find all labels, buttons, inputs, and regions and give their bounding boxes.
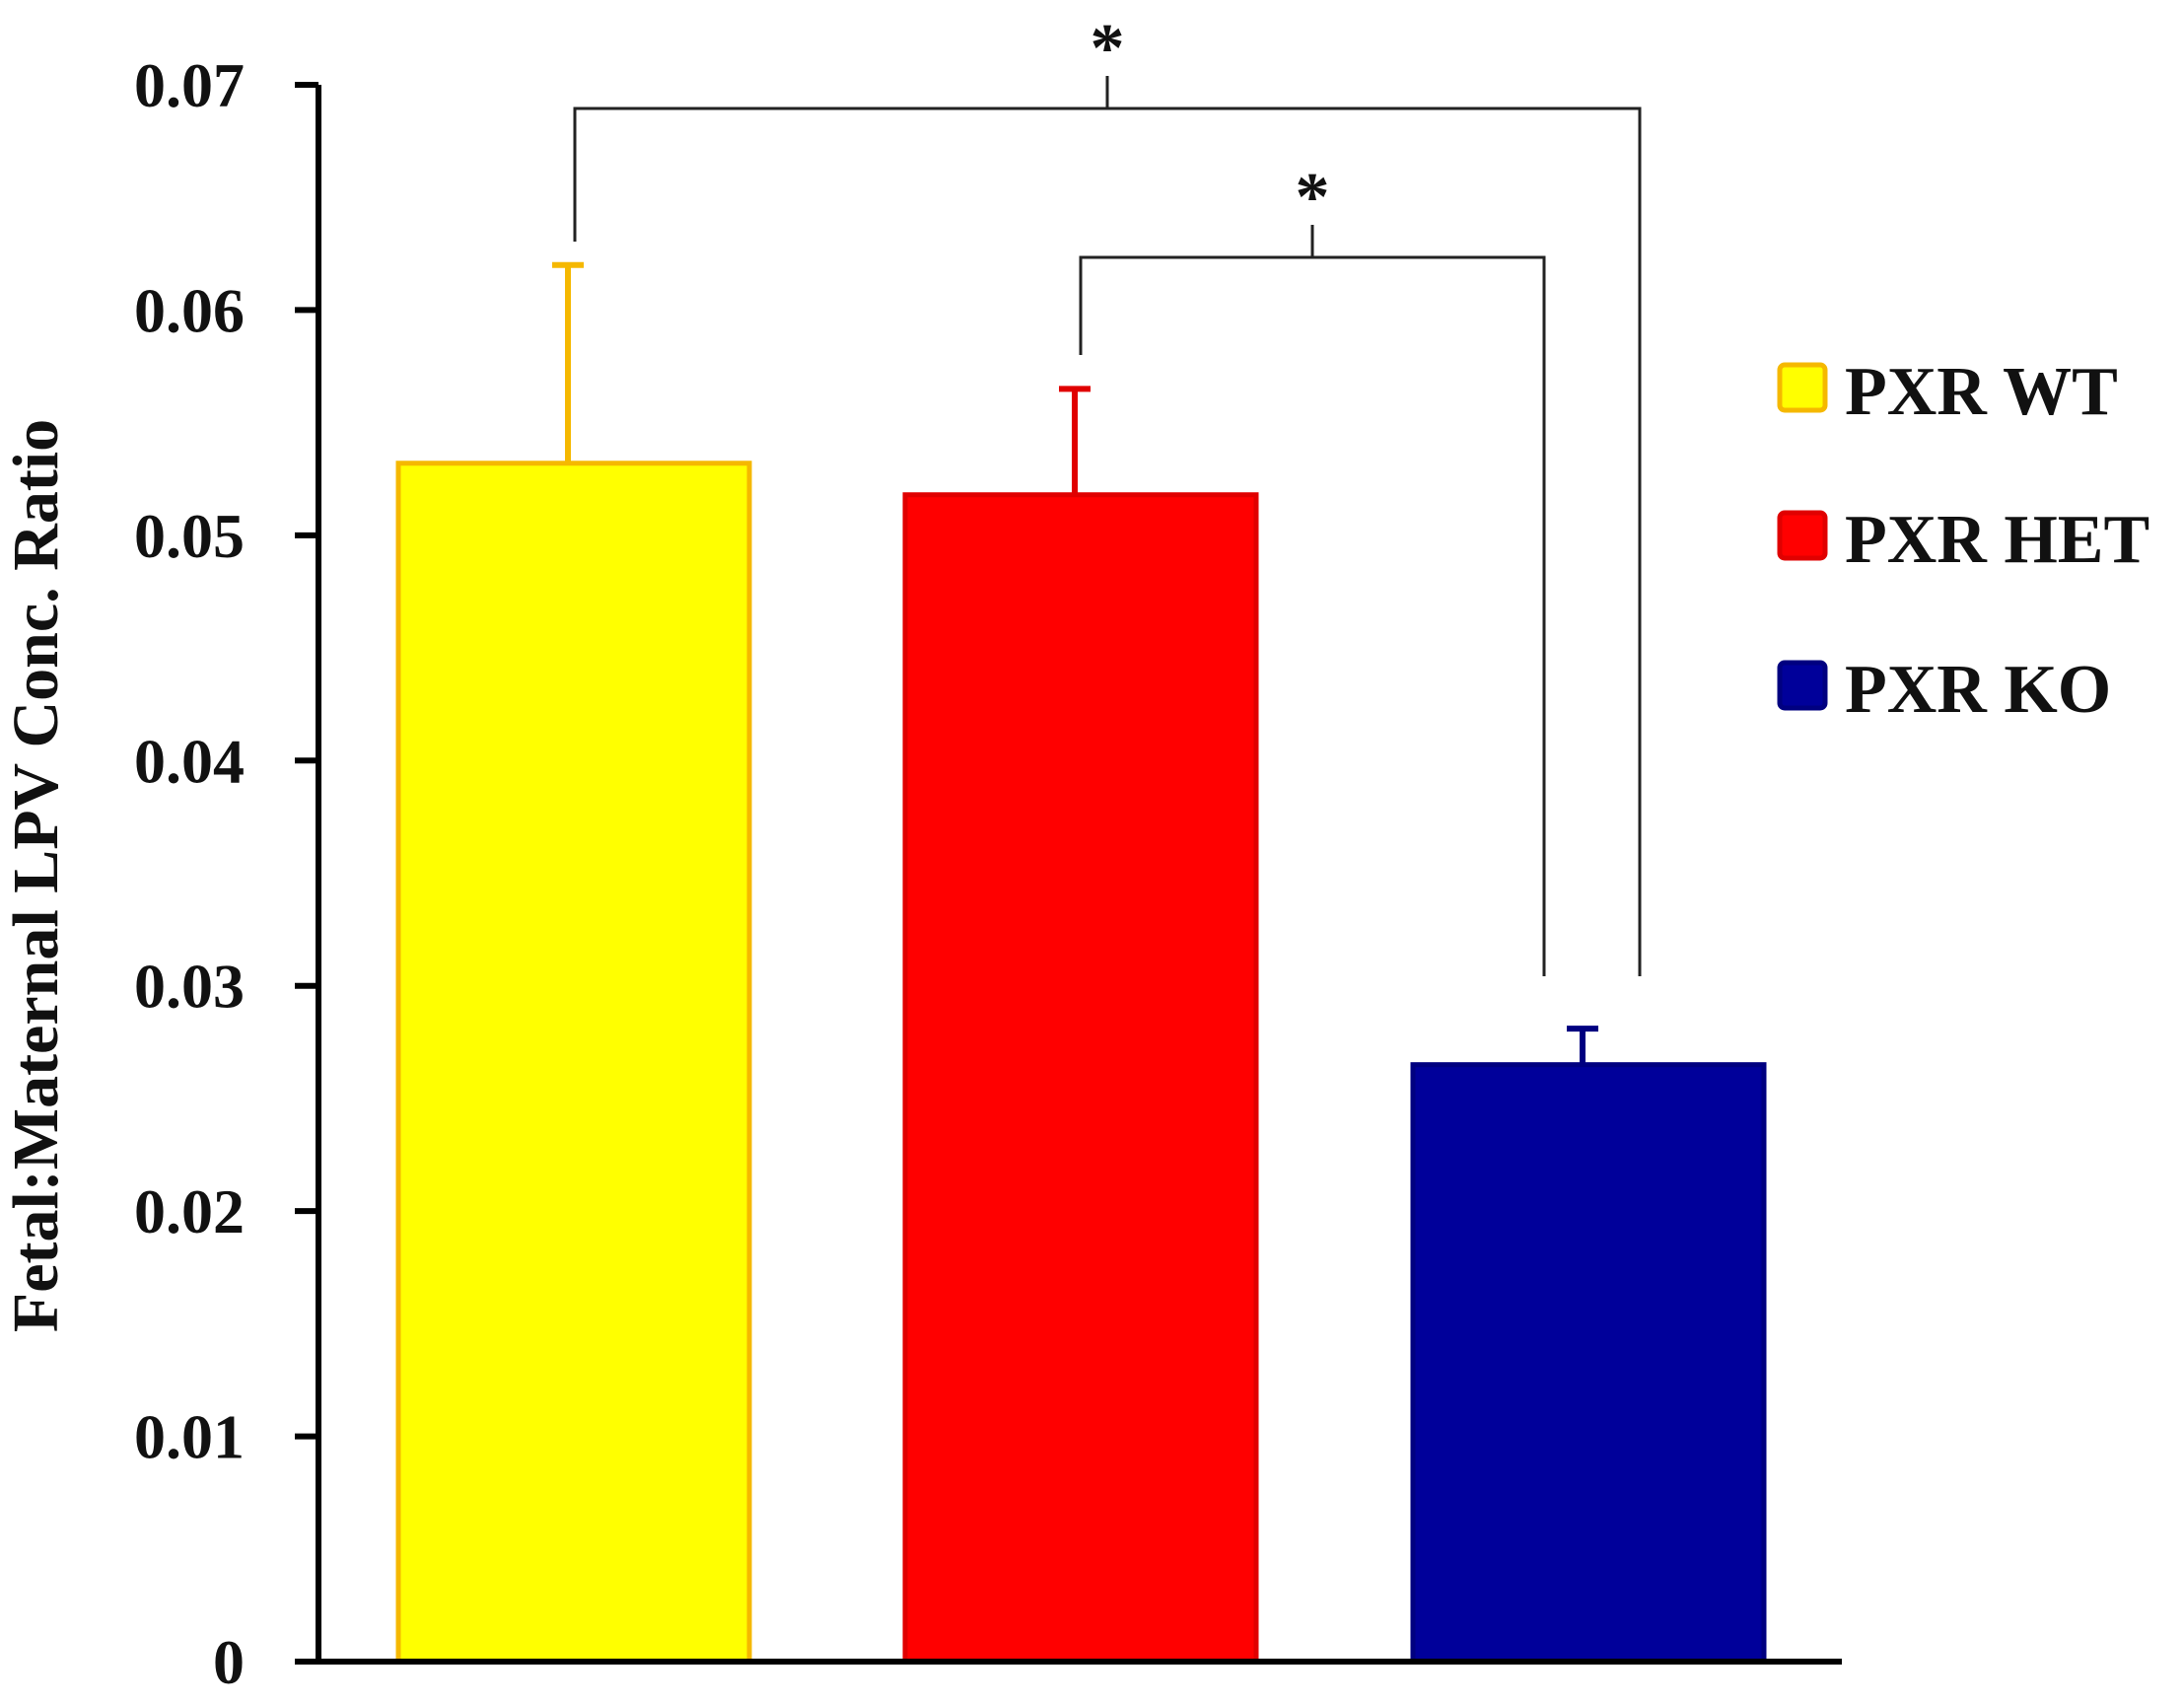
bars (395, 461, 1767, 1665)
y-tick-label: 0.05 (134, 501, 245, 571)
legend-label: PXR KO (1845, 652, 2111, 728)
error-bars (552, 261, 1598, 1065)
significance-star: * (1296, 160, 1330, 236)
significance-brackets: ** (573, 11, 1642, 976)
legend: PXR WT PXR HET PXR KO (1777, 354, 2149, 728)
legend-swatch (1777, 510, 1828, 561)
y-tick-label: 0.06 (134, 275, 245, 345)
legend-label: PXR HET (1845, 502, 2149, 578)
legend-swatch (1777, 660, 1828, 711)
bar-pxr-ko (1410, 1062, 1767, 1665)
y-tick-label: 0 (213, 1627, 245, 1697)
y-tick-label: 0.01 (134, 1402, 245, 1472)
y-tick-label: 0.03 (134, 952, 245, 1022)
significance-star: * (1091, 11, 1125, 87)
legend-swatch (1777, 362, 1828, 413)
y-axis-title: Fetal:Maternal LPV Conc. Ratio (0, 419, 72, 1332)
y-tick-label: 0.04 (134, 726, 245, 796)
bar-pxr-wt (395, 461, 752, 1665)
legend-label: PXR WT (1845, 354, 2118, 430)
y-tick-label: 0.02 (134, 1176, 245, 1246)
y-tick-label: 0.07 (134, 50, 245, 120)
y-axis-ticks: 0 0.01 0.02 0.03 0.04 0.05 0.06 0.07 (134, 50, 318, 1697)
bar-pxr-het (902, 492, 1259, 1665)
